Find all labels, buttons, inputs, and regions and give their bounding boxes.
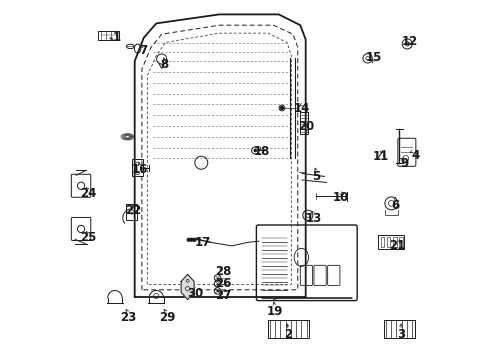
Text: 13: 13	[305, 212, 322, 225]
Text: 1: 1	[112, 31, 121, 44]
Text: 19: 19	[266, 305, 283, 318]
Text: 26: 26	[214, 277, 231, 290]
Bar	[300, 112, 307, 134]
Text: 10: 10	[332, 191, 348, 204]
Circle shape	[193, 238, 196, 241]
Text: 9: 9	[400, 157, 408, 170]
Circle shape	[190, 238, 193, 241]
Bar	[386, 237, 389, 247]
Text: 28: 28	[214, 265, 231, 278]
Text: 12: 12	[401, 35, 417, 48]
Text: 8: 8	[160, 58, 168, 71]
Text: 18: 18	[253, 145, 269, 158]
Text: 30: 30	[186, 287, 203, 300]
Text: 4: 4	[410, 149, 419, 162]
Circle shape	[253, 149, 257, 152]
Text: 16: 16	[131, 163, 147, 176]
Circle shape	[280, 107, 283, 109]
Circle shape	[187, 238, 190, 241]
Text: 23: 23	[120, 311, 137, 324]
Bar	[399, 237, 402, 247]
Text: 20: 20	[298, 120, 314, 133]
Bar	[384, 320, 414, 338]
Text: 15: 15	[365, 51, 381, 64]
Text: 2: 2	[284, 328, 292, 341]
Bar	[392, 237, 396, 247]
Text: 3: 3	[396, 328, 405, 341]
Text: 5: 5	[312, 170, 320, 183]
Text: 29: 29	[159, 311, 175, 324]
Text: 11: 11	[372, 150, 388, 163]
Bar	[126, 204, 137, 220]
Bar	[377, 235, 403, 249]
Text: 25: 25	[80, 231, 96, 244]
Polygon shape	[181, 274, 194, 300]
Bar	[267, 320, 309, 338]
Text: 17: 17	[194, 237, 210, 249]
Bar	[98, 31, 119, 40]
Text: 24: 24	[80, 187, 96, 200]
Text: 14: 14	[293, 102, 310, 115]
Bar	[380, 237, 384, 247]
Text: 27: 27	[214, 289, 230, 302]
Text: 7: 7	[140, 44, 147, 57]
Text: 22: 22	[124, 204, 141, 217]
Text: 21: 21	[388, 239, 405, 252]
Bar	[132, 159, 142, 176]
Text: 6: 6	[391, 199, 399, 212]
